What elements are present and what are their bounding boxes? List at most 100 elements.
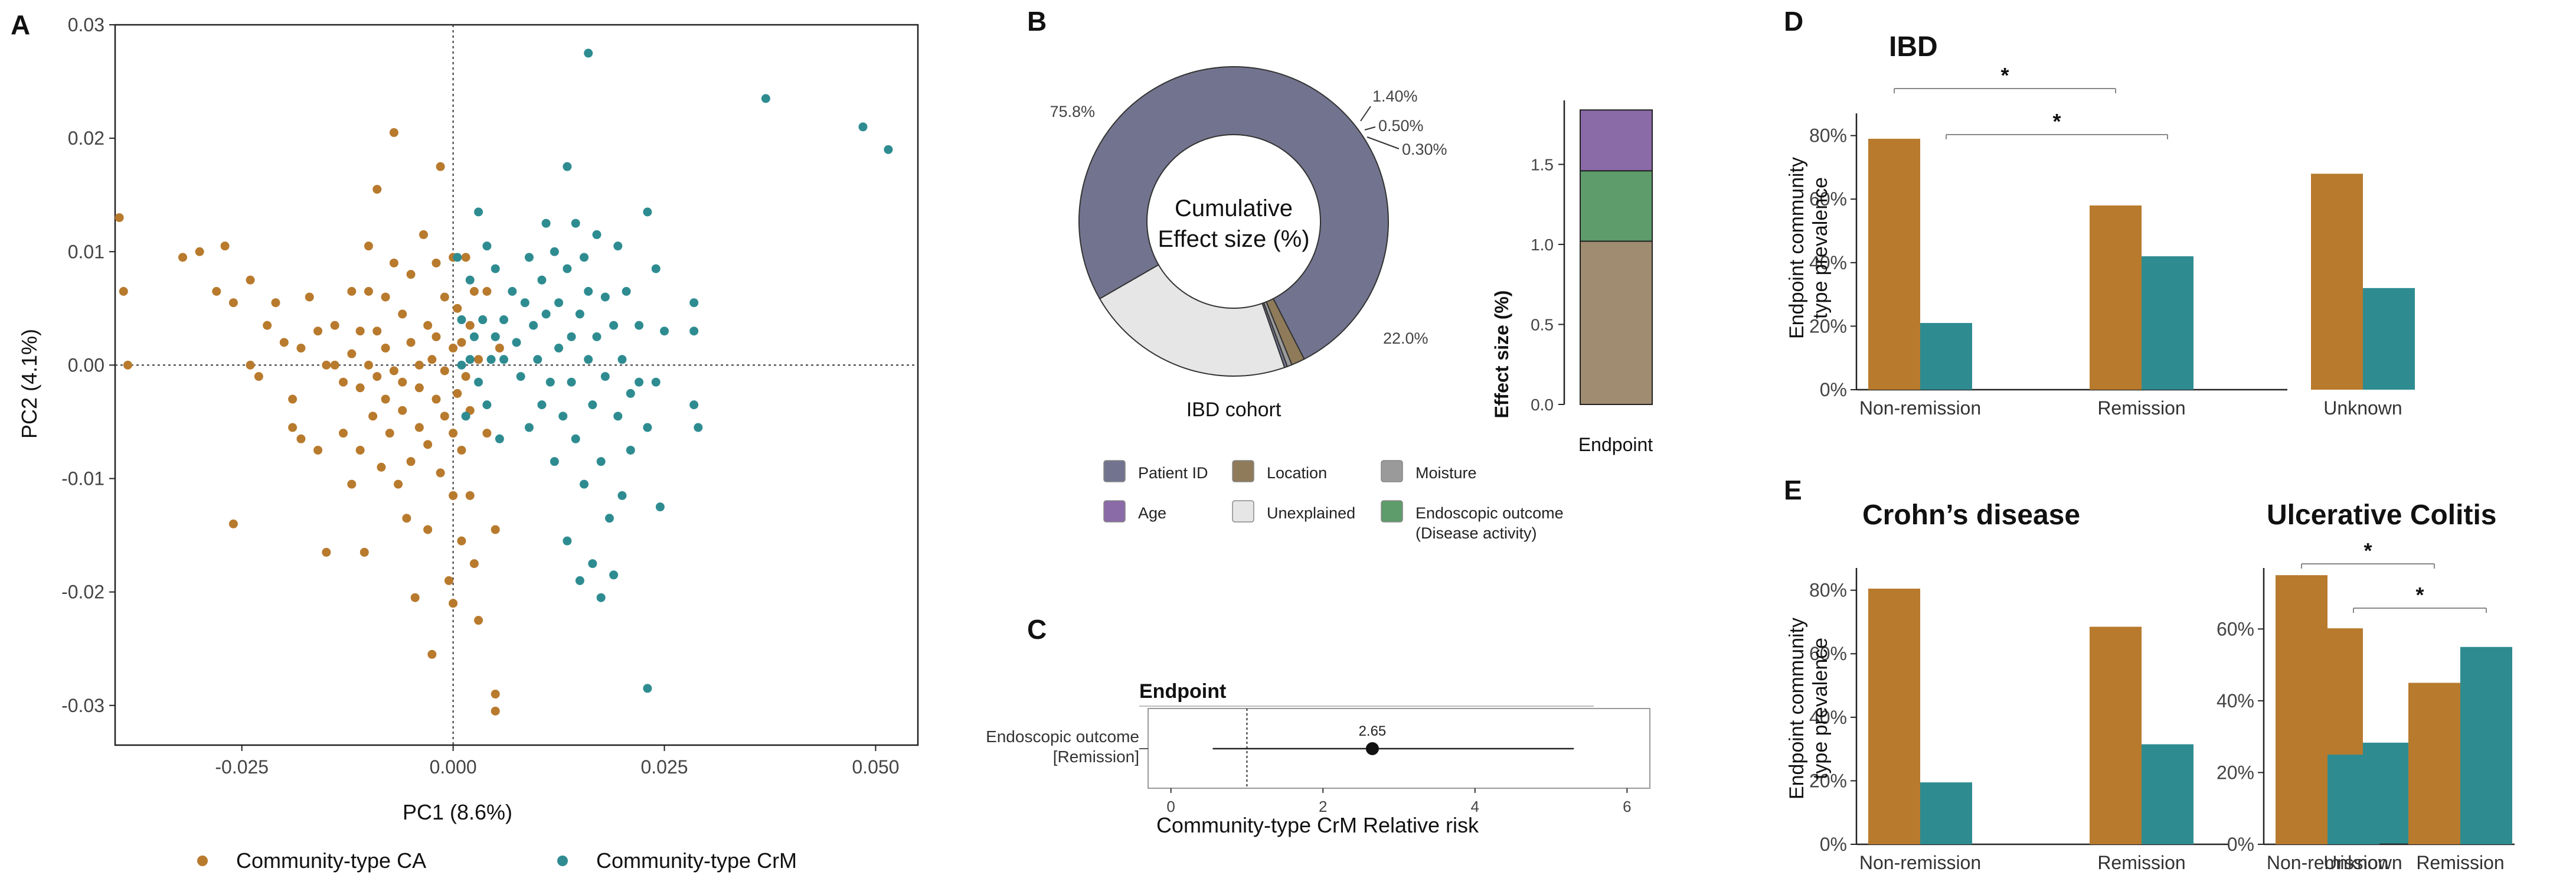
point-crm (588, 559, 597, 569)
point-crm (554, 298, 564, 308)
leader-line (1364, 126, 1376, 130)
point-ca (431, 394, 441, 404)
point-ca (368, 412, 378, 421)
point-crm (465, 355, 475, 364)
y-tick-label: 0.02 (68, 128, 104, 149)
point-ca (427, 355, 437, 364)
point-ca (123, 360, 132, 370)
point-ca (195, 247, 204, 256)
bar-crm (1920, 782, 1972, 844)
legend-label: Age (1138, 504, 1166, 522)
donut-caption: IBD cohort (1186, 399, 1282, 421)
point-crm (694, 423, 703, 432)
point-ca (212, 286, 221, 296)
stack-x-label: Endpoint (1578, 434, 1653, 455)
point-crm (495, 434, 504, 443)
point-ca (381, 292, 390, 302)
forest-header: Endpoint (1139, 680, 1226, 703)
bar-ca (2311, 174, 2363, 390)
point-crm (524, 423, 534, 432)
point-crm (520, 298, 529, 308)
point-ca (279, 338, 289, 347)
point-ca (440, 412, 449, 421)
point-crm (858, 122, 868, 132)
point-ca (398, 377, 407, 387)
point-ca (461, 372, 470, 381)
legend-label-crm: Community-type CrM (596, 848, 797, 873)
point-ca (381, 394, 390, 404)
donut-center-line2: Effect size (%) (1158, 226, 1309, 252)
point-ca (389, 128, 398, 138)
point-ca (377, 462, 386, 472)
panel-e-crohns: Crohn’s disease 0% 20% 40% 60% 80% Non-remiss… (1786, 500, 2415, 873)
y-tick-label: 80% (1809, 125, 1847, 146)
slice-label: 1.40% (1372, 87, 1418, 105)
point-ca (461, 253, 470, 262)
legend-swatch (1232, 460, 1254, 482)
y-tick-label: 60% (2217, 618, 2254, 639)
stack-y-tick-label: 0.5 (1531, 315, 1554, 334)
point-ca (419, 230, 429, 239)
y-tick-label: 40% (1809, 707, 1847, 728)
point-crm (558, 412, 568, 421)
point-crm (584, 355, 593, 364)
point-ca (381, 344, 390, 353)
point-crm (655, 502, 665, 512)
point-crm (482, 400, 492, 410)
point-ca (449, 344, 458, 353)
point-ca (254, 372, 263, 381)
x-tick-label: -0.025 (215, 756, 269, 778)
point-crm (482, 241, 492, 251)
point-ca (436, 468, 445, 478)
point-ca (115, 213, 124, 223)
x-axis-label: PC1 (8.6%) (403, 800, 512, 824)
point-crm (486, 355, 496, 364)
point-crm (512, 338, 521, 347)
y-tick-label: 40% (2217, 690, 2254, 711)
stack-y-tick-label: 1.0 (1531, 236, 1554, 254)
slice-label: 22.0% (1383, 329, 1428, 347)
category-label: Unknown (2323, 852, 2402, 873)
y-tick-label: 60% (1809, 643, 1847, 664)
point-ca (431, 258, 441, 267)
forest-x-tick-label: 6 (1623, 798, 1631, 815)
point-ca (474, 355, 483, 364)
point-crm (651, 377, 661, 387)
point-crm (529, 321, 538, 330)
forest-x-tick-label: 4 (1471, 798, 1479, 815)
point-crm (592, 332, 601, 341)
leader-line (1367, 136, 1400, 149)
point-ca (263, 321, 272, 330)
point-ca (491, 525, 500, 534)
panel-b-legend: Patient ID Location Moisture Age Unexplained… (1103, 460, 1564, 542)
point-ca (491, 706, 500, 716)
stack-segment (1580, 240, 1653, 405)
forest-x-tick-label: 2 (1319, 798, 1327, 815)
point-ca (406, 457, 416, 466)
point-crm (689, 327, 699, 336)
bar-ca (2090, 205, 2142, 390)
point-ca (410, 593, 420, 602)
point-crm (651, 264, 661, 273)
point-crm (609, 321, 619, 330)
point-crm (453, 253, 462, 262)
panel-letter-c: C (1027, 614, 1047, 645)
forest-marks: 2.65 0 2 4 6 (1139, 709, 1632, 815)
point-ca (119, 286, 128, 296)
point-crm (457, 360, 466, 370)
bar-ca (1868, 139, 1920, 390)
panel-d-ibd: IBD 0% 20% 40% 60% 80% Non-remission Remission… (1786, 31, 2415, 419)
point-ca (228, 519, 238, 528)
significance-star: * (2363, 538, 2372, 563)
point-ca (491, 690, 500, 699)
point-crm (689, 400, 699, 410)
point-crm (643, 684, 652, 693)
point-ca (453, 303, 462, 313)
donut-chart (1078, 66, 1389, 377)
category-label: Remission (2097, 397, 2185, 419)
bar-ca (2408, 683, 2460, 844)
panel-d-bars: 0% 20% 40% 60% 80% Non-remission Remission Unkn… (1809, 63, 2415, 419)
point-ca (449, 429, 458, 438)
estimate-label: 2.65 (1359, 723, 1387, 739)
point-crm (617, 491, 627, 500)
